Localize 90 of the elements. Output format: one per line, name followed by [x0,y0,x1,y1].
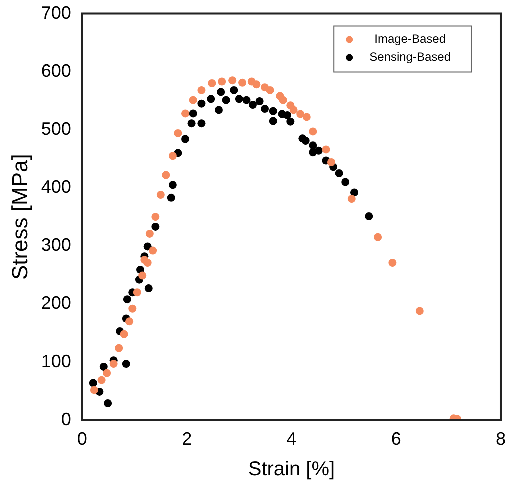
point [168,152,177,160]
point [138,272,147,280]
y-tick-label: 0 [61,409,72,430]
point [98,376,106,384]
point [269,107,278,116]
point [144,258,152,267]
point [314,146,323,155]
point [327,158,336,166]
x-tick-label: 8 [496,429,506,450]
point [302,137,310,146]
point [110,360,118,368]
y-tick-label: 100 [41,351,72,372]
point [123,296,132,304]
point [290,106,298,114]
point [133,288,142,297]
point [103,369,112,378]
point [207,95,216,104]
point [146,230,154,238]
point [256,98,264,106]
point [235,95,244,104]
point [122,360,130,368]
y-tick-label: 700 [41,2,72,23]
point [309,142,318,150]
point [252,80,261,89]
point [152,213,160,222]
point [128,304,137,313]
x-tick-label: 0 [77,429,88,450]
point [286,118,295,126]
legend-label: Sensing-Based [370,50,451,64]
point [266,86,274,94]
point [279,96,288,104]
point [228,76,237,85]
point [261,105,270,114]
point [342,178,350,186]
point [198,100,206,108]
point [182,110,190,118]
point [90,386,98,394]
point [100,362,108,371]
x-tick-label: 6 [391,429,402,450]
point [126,318,134,326]
point [182,135,190,144]
point [322,146,330,154]
point [188,120,196,128]
y-tick-label: 200 [41,293,72,314]
point [309,128,318,136]
point [149,246,158,255]
point [284,111,292,120]
y-tick-label: 600 [41,60,72,81]
point [218,78,226,86]
point [156,191,165,200]
point [115,344,124,352]
point [162,171,170,180]
point [198,86,206,94]
point [189,96,198,104]
point [208,80,216,88]
point [198,120,206,128]
x-axis-title: Strain [%] [248,458,336,481]
point [174,129,182,138]
point [189,110,198,118]
point [365,212,374,221]
point [104,400,112,408]
y-tick-label: 500 [41,118,72,139]
point [214,106,223,114]
point [222,96,230,104]
point [296,110,305,118]
point [89,379,98,388]
point [416,307,424,316]
point [168,181,177,190]
y-tick-label: 400 [41,177,72,198]
y-axis-title: Stress [MPa] [7,154,32,280]
y-tick-label: 300 [41,235,72,256]
point [248,100,257,109]
legend-label: Image-Based [374,32,446,46]
point [269,117,278,126]
point [242,96,251,104]
point [388,258,397,267]
point [350,188,358,197]
point [144,284,153,293]
point [167,194,176,202]
point [120,330,128,338]
x-tick-label: 2 [182,429,192,450]
point [302,113,311,122]
point [217,88,226,96]
point [230,86,238,94]
point [348,195,356,204]
point [238,78,247,87]
point [374,233,382,242]
point [152,222,160,231]
point [335,170,344,178]
x-tick-label: 4 [286,429,297,450]
